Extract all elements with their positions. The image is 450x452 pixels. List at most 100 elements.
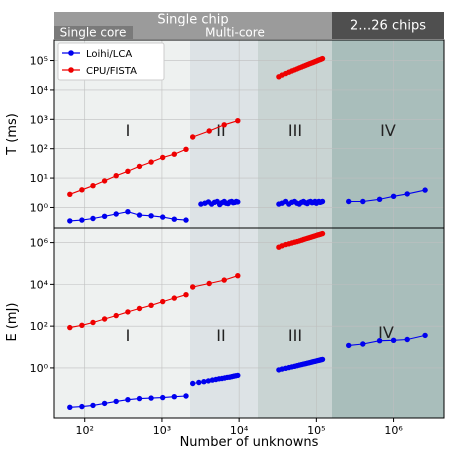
loihi-lca-point (422, 332, 428, 339)
y-tick-label: 10² (30, 320, 48, 333)
loihi-lca-point (404, 336, 410, 343)
loihi-lca-point (136, 395, 143, 402)
y-tick-label: 10³ (30, 113, 48, 126)
multi-chip-label: 2…26 chips (350, 19, 426, 34)
loihi-lca-point (346, 342, 352, 349)
loihi-lca-point (319, 198, 326, 205)
x-axis-label: Number of unknowns (180, 435, 319, 450)
cpu-fista-point (221, 122, 227, 128)
time-region-backgrounds (54, 40, 444, 228)
banner-row: Single chip Single core Multi-core 2…26 … (54, 12, 444, 40)
loihi-lca-point (360, 341, 366, 347)
x-tick-label: 10⁵ (307, 424, 325, 437)
loihi-lca-point (90, 215, 96, 222)
cpu-fista-point (101, 178, 108, 184)
legend-box (57, 42, 165, 81)
loihi-lca-point (79, 403, 85, 410)
loihi-lca-point (67, 218, 73, 224)
time-region-labels: I II III IV (126, 121, 396, 140)
loihi-lca-point (67, 404, 73, 410)
cpu-fista-point (148, 302, 154, 308)
cpu-fista-point (136, 305, 143, 312)
loihi-lca-point (90, 402, 96, 409)
energy-region-label-ii: II (216, 326, 225, 345)
y-tick-label: 10⁰ (30, 201, 49, 214)
loihi-lca-point (360, 198, 366, 205)
time-region-iv-bg (332, 40, 444, 228)
cpu-fista-point (160, 154, 166, 161)
loihi-lca-point (376, 338, 383, 344)
loihi-lca-point (171, 216, 177, 222)
energy-panel: I II III IV 10⁰ 10² 10⁴ 10⁶ 10² 10³ 10⁴ 10⁵ 10⁶… (5, 227, 445, 450)
multi-core-banner (133, 26, 332, 39)
single-core-label: Single core (60, 26, 127, 40)
loihi-lca-point (101, 400, 108, 407)
energy-region-label-iii: III (288, 326, 302, 345)
cpu-fista-point (90, 319, 96, 326)
loihi-lca-point (160, 214, 166, 220)
energy-gridlines (54, 228, 444, 422)
loihi-lca-point (79, 217, 85, 223)
legend-loihi-label: Loihi/LCA (86, 49, 132, 60)
energy-region-label-i: I (126, 326, 131, 345)
cpu-fista-point (136, 163, 143, 170)
multi-core-label: Multi-core (205, 26, 265, 40)
x-tick-label: 10⁶ (384, 424, 403, 437)
cpu-fista-point (125, 309, 131, 315)
time-region-label-ii: II (216, 121, 225, 140)
loihi-lca-point (136, 212, 143, 218)
cpu-fista-point (101, 316, 108, 322)
x-tick-label: 10³ (153, 424, 171, 437)
cpu-fista-point (148, 159, 154, 165)
cpu-fista-point (235, 273, 241, 279)
loihi-lca-point (235, 199, 241, 205)
energy-region-i-bg (54, 228, 190, 418)
time-y-ticks: 10⁰ 10¹ 10² 10³ 10⁴ 10⁵ (30, 55, 54, 214)
y-tick-label: 10⁴ (30, 84, 49, 97)
loihi-lca-point (113, 211, 119, 217)
energy-region-label-iv: IV (378, 323, 394, 342)
cpu-fista-series-line (192, 120, 238, 138)
time-region-label-i: I (126, 121, 131, 140)
loihi-lca-point (390, 337, 397, 343)
cpu-fista-point (67, 191, 73, 197)
cpu-fista-point (190, 134, 196, 140)
cpu-fista-point (67, 324, 73, 331)
cpu-fista-point (206, 280, 212, 287)
y-tick-label: 10¹ (30, 172, 48, 185)
loihi-lca-point (113, 398, 119, 405)
energy-y-ticks: 10⁰ 10² 10⁴ 10⁶ (30, 237, 54, 375)
y-tick-label: 10⁵ (30, 55, 48, 68)
cpu-fista-point (235, 118, 241, 124)
legend-cpu-label: CPU/FISTA (86, 66, 137, 77)
loihi-lca-point (235, 372, 241, 379)
cpu-fista-point (171, 151, 177, 157)
loihi-lca-point (190, 380, 196, 387)
energy-axes-frame (53, 227, 445, 419)
cpu-fista-series-line (192, 275, 238, 288)
energy-x-ticks: 10² 10³ 10⁴ 10⁵ 10⁶ (76, 424, 404, 437)
loihi-lca-point (319, 356, 326, 363)
cpu-fista-point (319, 230, 326, 237)
y-tick-label: 10² (30, 143, 48, 156)
cpu-fista-point (319, 55, 326, 62)
cpu-fista-point (90, 183, 96, 189)
time-y-axis-label: T (ms) (5, 113, 20, 156)
cpu-fista-point (183, 292, 189, 298)
loihi-lca-point (125, 209, 131, 215)
y-tick-label: 10⁰ (30, 362, 49, 375)
cpu-fista-point (113, 312, 119, 319)
cpu-fista-point (190, 284, 196, 290)
legend-cpu-marker (68, 67, 74, 73)
loihi-lca-point (376, 196, 383, 202)
cpu-fista-point (221, 277, 227, 283)
loihi-lca-point (422, 187, 428, 193)
loihi-lca-point (205, 378, 212, 384)
cpu-fista-point (160, 298, 166, 305)
single-chip-label: Single chip (157, 13, 228, 28)
cpu-fista-point (79, 322, 85, 328)
legend-loihi-marker (68, 50, 74, 56)
energy-region-ii-bg (190, 228, 258, 418)
loihi-lca-point (148, 213, 154, 219)
